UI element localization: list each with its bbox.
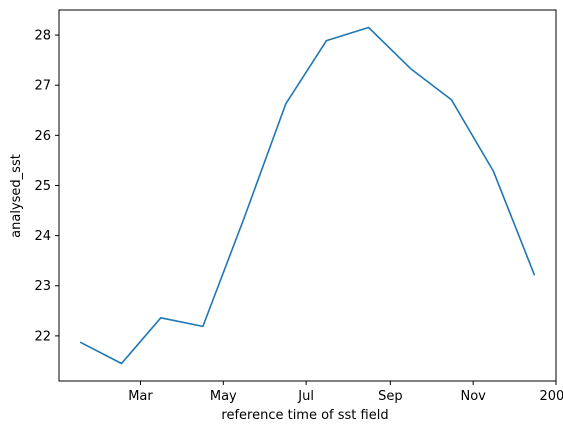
x-tick-label: 2004 xyxy=(539,389,563,404)
x-tick-label: Mar xyxy=(128,389,153,404)
series-line xyxy=(79,26,536,365)
x-axis: Mar May Jul Sep Nov 2004 xyxy=(128,381,563,404)
x-tick-label: Nov xyxy=(460,389,486,404)
x-tick-label: May xyxy=(210,389,237,404)
x-tick-label: Sep xyxy=(378,389,403,404)
y-axis-label: analysed_sst xyxy=(9,154,24,238)
y-tick-label: 26 xyxy=(34,129,51,144)
x-tick-label: Jul xyxy=(297,389,314,404)
y-axis: 22 23 24 25 26 27 28 xyxy=(34,29,59,344)
y-tick-label: 22 xyxy=(34,329,51,344)
y-tick-label: 23 xyxy=(34,279,51,294)
plot-area xyxy=(58,9,557,382)
x-axis-label: reference time of sst field xyxy=(221,408,388,423)
y-tick-label: 25 xyxy=(34,179,51,194)
y-tick-label: 28 xyxy=(34,29,51,44)
y-tick-label: 27 xyxy=(34,79,51,94)
y-tick-label: 24 xyxy=(34,229,51,244)
